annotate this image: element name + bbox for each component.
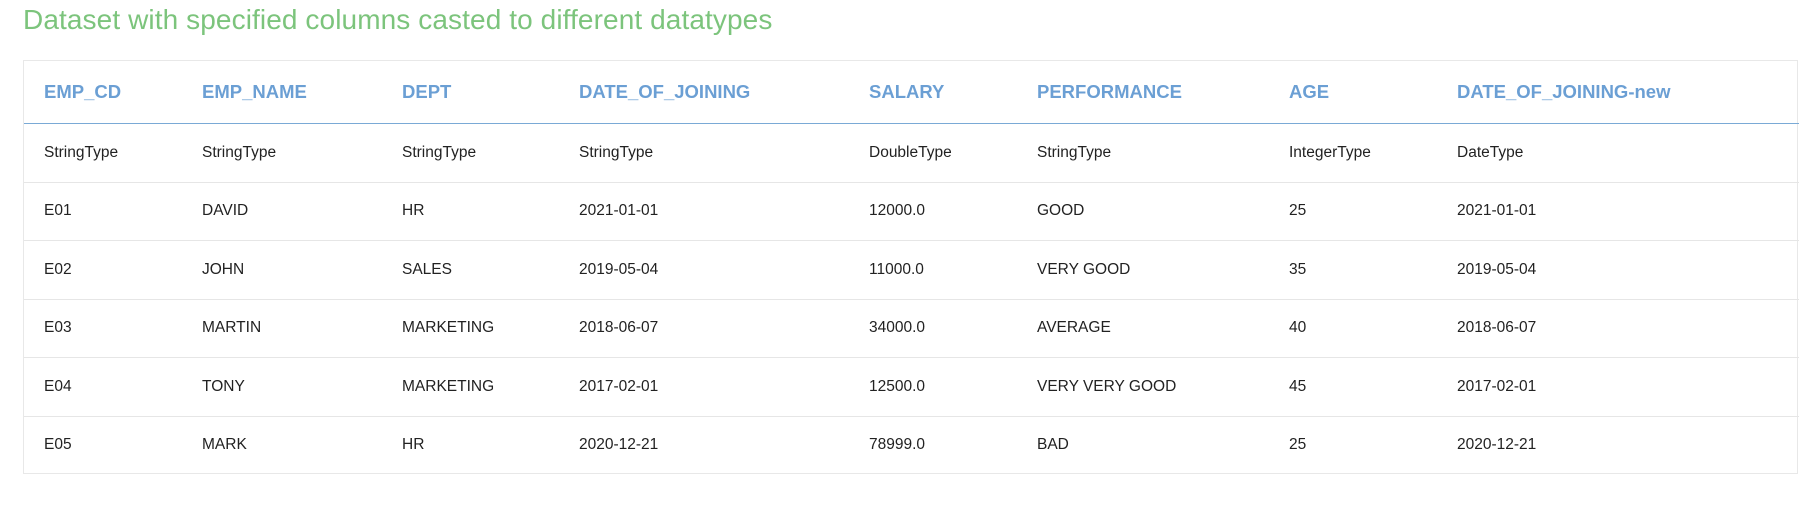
table-cell: 35	[1269, 240, 1437, 300]
table-cell: AVERAGE	[1017, 299, 1269, 358]
table-cell: DateType	[1437, 123, 1799, 183]
table-cell: 34000.0	[849, 299, 1017, 358]
table-cell: MARKETING	[382, 299, 559, 358]
table-cell: 2017-02-01	[1437, 357, 1799, 417]
table-cell: JOHN	[182, 240, 382, 300]
table-cell: StringType	[182, 123, 382, 183]
table-cell: 2020-12-21	[579, 436, 659, 454]
column-header-emp-name[interactable]: EMP_NAME	[182, 61, 382, 124]
table-cell: DoubleType	[849, 123, 1017, 183]
column-header-salary[interactable]: SALARY	[849, 61, 1017, 124]
table-cell: 2018-06-07	[559, 299, 849, 358]
table-cell: HR	[402, 436, 425, 454]
page-title: Dataset with specified columns casted to…	[23, 4, 773, 35]
table-cell: 2019-05-04	[1437, 240, 1799, 300]
table-cell: 25	[1269, 182, 1437, 241]
column-header-age[interactable]: AGE	[1269, 61, 1437, 124]
table-cell: StringType	[1017, 123, 1269, 183]
table-cell: StringType	[382, 123, 559, 183]
table-cell: DAVID	[182, 182, 382, 241]
table-cell: 45	[1269, 357, 1437, 417]
table-row-types: StringType StringType StringType StringT…	[24, 123, 1799, 183]
table-cell: VERY VERY GOOD	[1017, 357, 1269, 417]
table-row: E04 TONY MARKETING 2017-02-01 12500.0 VE…	[24, 357, 1799, 417]
table-cell: 2021-01-01	[1437, 182, 1799, 241]
column-header-emp-cd[interactable]: EMP_CD	[24, 61, 182, 124]
table-cell: BAD	[1037, 436, 1069, 454]
column-header-date-of-joining[interactable]: DATE_OF_JOINING	[559, 61, 849, 124]
table-row: E01 DAVID HR 2021-01-01 12000.0 GOOD 25 …	[24, 182, 1799, 241]
table-cell: E05	[44, 436, 72, 454]
table-cell: 78999.0	[869, 436, 926, 454]
table-cell: 40	[1269, 299, 1437, 358]
table-cell: MARTIN	[182, 299, 382, 358]
table-cell: GOOD	[1017, 182, 1269, 241]
column-header-dept[interactable]: DEPT	[382, 61, 559, 124]
table-cell: 2017-02-01	[559, 357, 849, 417]
table-cell: E02	[24, 240, 182, 300]
table-cell: TONY	[182, 357, 382, 417]
table-row: E02 JOHN SALES 2019-05-04 11000.0 VERY G…	[24, 240, 1799, 300]
table-cell: VERY GOOD	[1017, 240, 1269, 300]
table-cell: 2019-05-04	[559, 240, 849, 300]
column-header-date-of-joining-new[interactable]: DATE_OF_JOINING-new	[1437, 61, 1799, 124]
table-cell: IntegerType	[1269, 123, 1437, 183]
table-cell: StringType	[24, 123, 182, 183]
column-header-performance[interactable]: PERFORMANCE	[1017, 61, 1269, 124]
table-header-row: EMP_CD EMP_NAME DEPT DATE_OF_JOINING SAL…	[24, 61, 1799, 124]
table-cell: 2018-06-07	[1437, 299, 1799, 358]
data-table-card: EMP_CD EMP_NAME DEPT DATE_OF_JOINING SAL…	[23, 60, 1799, 474]
table-cell: E04	[24, 357, 182, 417]
table-row: E03 MARTIN MARKETING 2018-06-07 34000.0 …	[24, 299, 1799, 358]
table-cell: MARK	[202, 436, 247, 454]
table-cell: 11000.0	[849, 240, 1017, 300]
table-cell: 12500.0	[849, 357, 1017, 417]
data-table: EMP_CD EMP_NAME DEPT DATE_OF_JOINING SAL…	[24, 61, 1799, 474]
table-cell: MARKETING	[382, 357, 559, 417]
table-cell: StringType	[559, 123, 849, 183]
table-cell: 25	[1289, 436, 1307, 454]
table-cell: 2021-01-01	[559, 182, 849, 241]
table-cell: HR	[382, 182, 559, 241]
table-cell: SALES	[382, 240, 559, 300]
table-cell: 2020-12-21	[1457, 436, 1537, 454]
table-row: E05 MARK HR 2020-12-21 78999.0 BAD 25 20…	[24, 416, 1799, 474]
table-cell: E01	[24, 182, 182, 241]
table-cell: 12000.0	[849, 182, 1017, 241]
table-cell: E03	[24, 299, 182, 358]
